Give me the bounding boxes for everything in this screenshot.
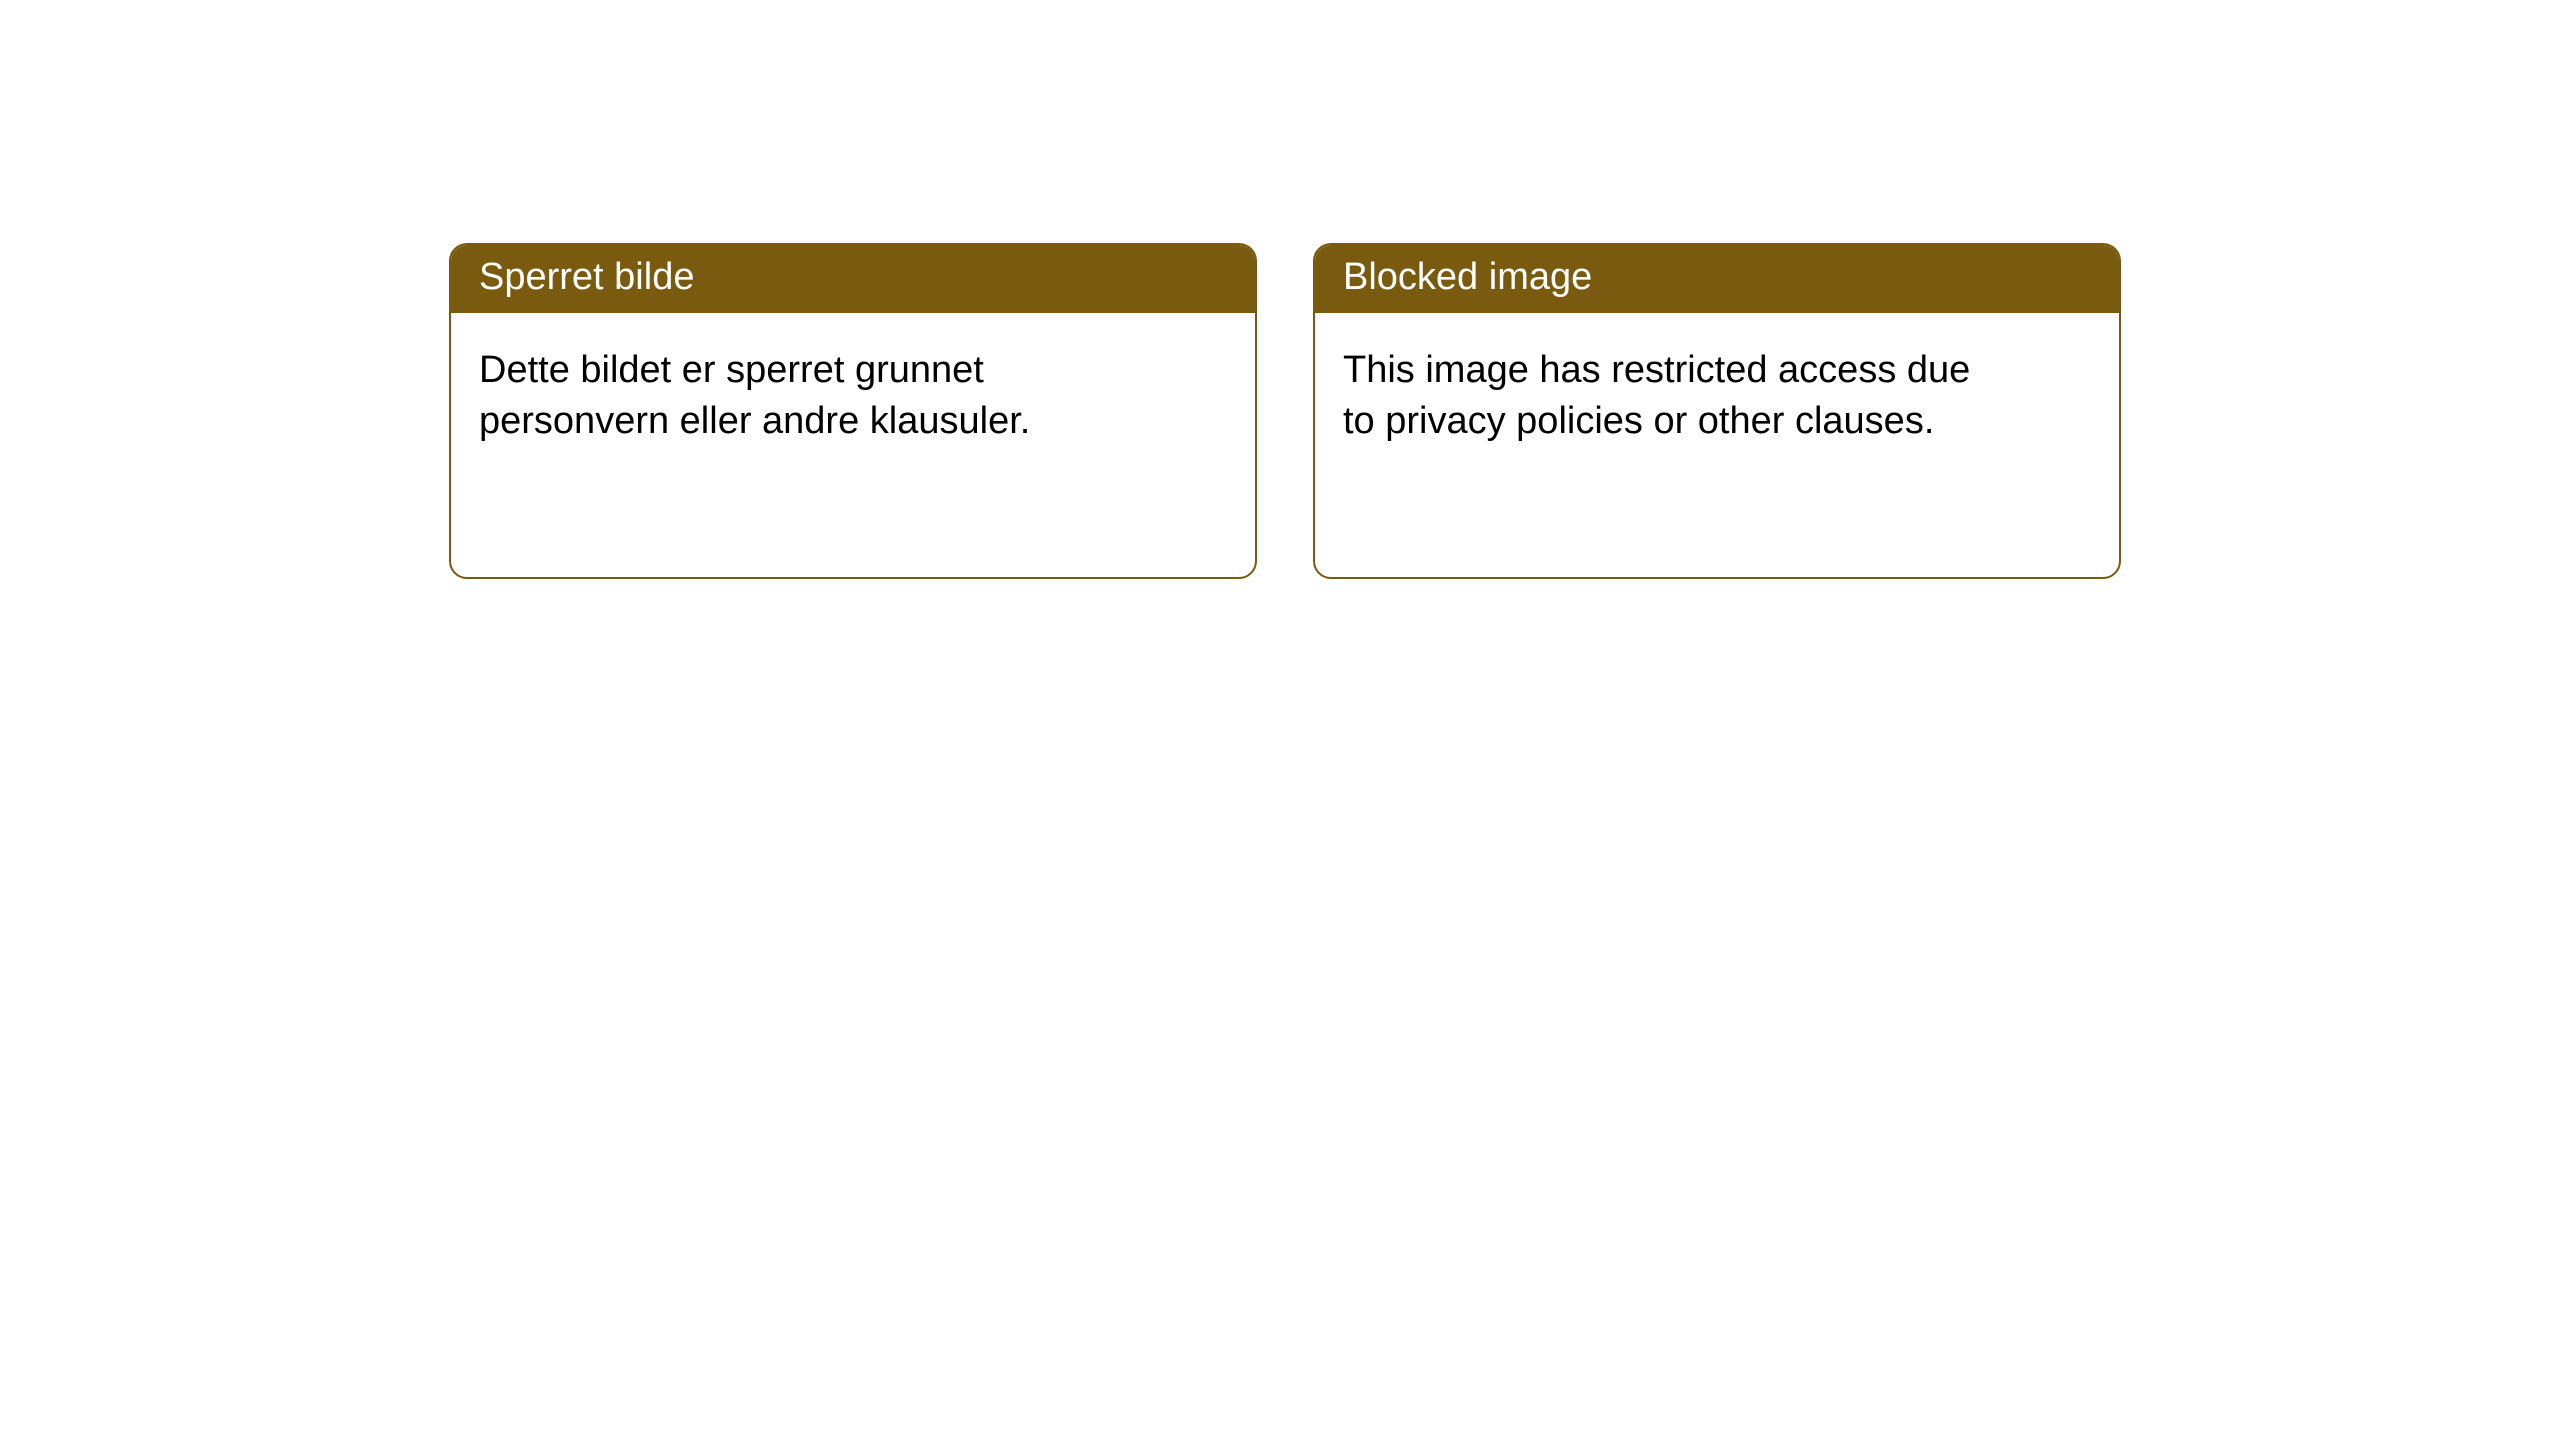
- card-header: Sperret bilde: [451, 245, 1255, 313]
- notice-card-english: Blocked image This image has restricted …: [1313, 243, 2121, 579]
- card-header: Blocked image: [1315, 245, 2119, 313]
- card-body: This image has restricted access due to …: [1315, 313, 2015, 480]
- notice-card-norwegian: Sperret bilde Dette bildet er sperret gr…: [449, 243, 1257, 579]
- notice-cards-container: Sperret bilde Dette bildet er sperret gr…: [449, 243, 2121, 579]
- card-body: Dette bildet er sperret grunnet personve…: [451, 313, 1151, 480]
